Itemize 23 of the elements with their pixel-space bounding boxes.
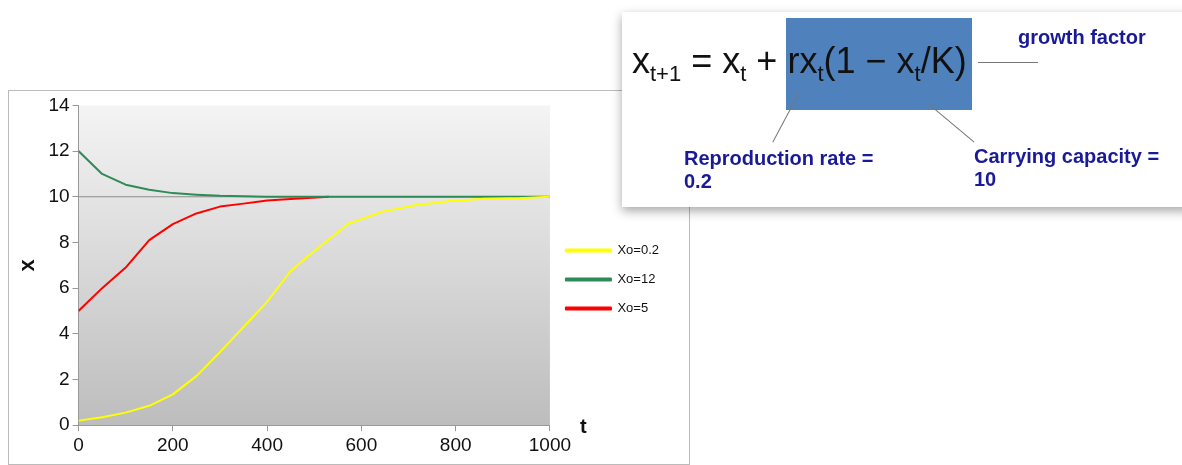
y-tick-label: 6	[58, 276, 70, 298]
y-tick-label: 14	[48, 93, 70, 115]
y-tick-label: 8	[58, 230, 70, 252]
text: Carrying capacity = 10	[974, 145, 1161, 191]
x-tick-label: 400	[251, 433, 283, 455]
y-axis-title: x	[14, 258, 40, 272]
x-tick-label: 0	[73, 433, 84, 455]
x-axis-title: t	[579, 414, 587, 437]
x-tick-label: 200	[156, 433, 189, 455]
legend-label: Xo=12	[617, 271, 656, 287]
x-tick-label: 800	[439, 433, 472, 455]
text: Reproduction rate = 0.2	[684, 147, 875, 193]
text: x$_{t+1}$ = x$_{t}$ + rx$_{t}$(1 − x$_{t}$/K)	[632, 40, 967, 87]
y-tick-label: 0	[58, 413, 70, 435]
x-tick-label: 600	[345, 433, 378, 455]
y-tick-label: 2	[58, 367, 70, 389]
text: growth factor	[1018, 26, 1146, 49]
y-tick-label: 4	[58, 322, 70, 344]
y-tick-label: 10	[48, 185, 70, 207]
legend-label: Xo=5	[617, 300, 649, 316]
legend-label: Xo=0.2	[617, 242, 660, 258]
y-tick-label: 12	[48, 139, 70, 161]
x-tick-label: 1000	[528, 433, 572, 455]
